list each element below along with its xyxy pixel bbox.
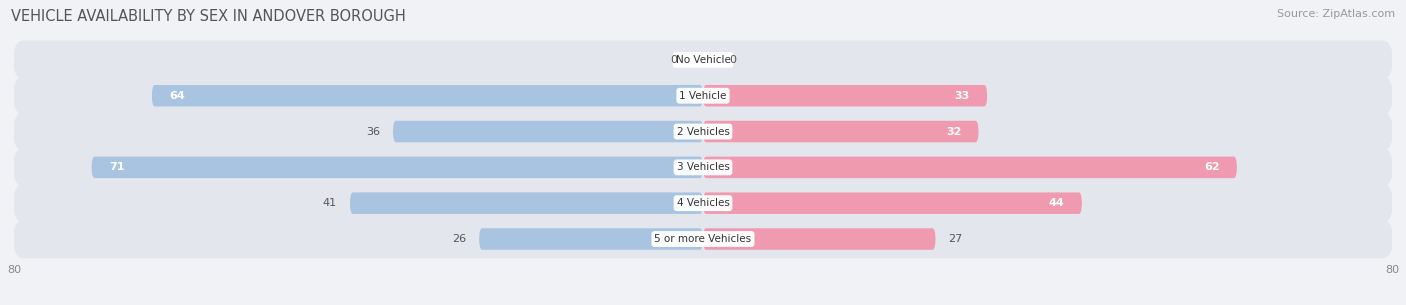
Text: 26: 26 — [453, 234, 467, 244]
FancyBboxPatch shape — [10, 169, 1396, 238]
FancyBboxPatch shape — [479, 228, 703, 250]
Text: 62: 62 — [1204, 162, 1219, 172]
Text: Source: ZipAtlas.com: Source: ZipAtlas.com — [1277, 9, 1395, 19]
FancyBboxPatch shape — [703, 228, 935, 250]
FancyBboxPatch shape — [10, 205, 1396, 273]
Text: 33: 33 — [955, 91, 970, 101]
Text: 64: 64 — [169, 91, 184, 101]
Text: No Vehicle: No Vehicle — [675, 55, 731, 65]
Text: 27: 27 — [949, 234, 963, 244]
Text: 2 Vehicles: 2 Vehicles — [676, 127, 730, 137]
FancyBboxPatch shape — [10, 133, 1396, 202]
Text: 32: 32 — [946, 127, 962, 137]
Text: 36: 36 — [366, 127, 380, 137]
Text: 44: 44 — [1049, 198, 1064, 208]
Text: 71: 71 — [108, 162, 124, 172]
Text: VEHICLE AVAILABILITY BY SEX IN ANDOVER BOROUGH: VEHICLE AVAILABILITY BY SEX IN ANDOVER B… — [11, 9, 406, 24]
FancyBboxPatch shape — [10, 26, 1396, 94]
Text: 41: 41 — [323, 198, 337, 208]
Text: 0: 0 — [728, 55, 735, 65]
FancyBboxPatch shape — [703, 192, 1083, 214]
FancyBboxPatch shape — [703, 121, 979, 142]
FancyBboxPatch shape — [350, 192, 703, 214]
FancyBboxPatch shape — [703, 85, 987, 106]
Text: 0: 0 — [671, 55, 678, 65]
FancyBboxPatch shape — [10, 61, 1396, 130]
FancyBboxPatch shape — [152, 85, 703, 106]
FancyBboxPatch shape — [392, 121, 703, 142]
Text: 1 Vehicle: 1 Vehicle — [679, 91, 727, 101]
FancyBboxPatch shape — [91, 156, 703, 178]
Text: 3 Vehicles: 3 Vehicles — [676, 162, 730, 172]
Text: 5 or more Vehicles: 5 or more Vehicles — [654, 234, 752, 244]
Text: 4 Vehicles: 4 Vehicles — [676, 198, 730, 208]
FancyBboxPatch shape — [10, 97, 1396, 166]
FancyBboxPatch shape — [703, 156, 1237, 178]
